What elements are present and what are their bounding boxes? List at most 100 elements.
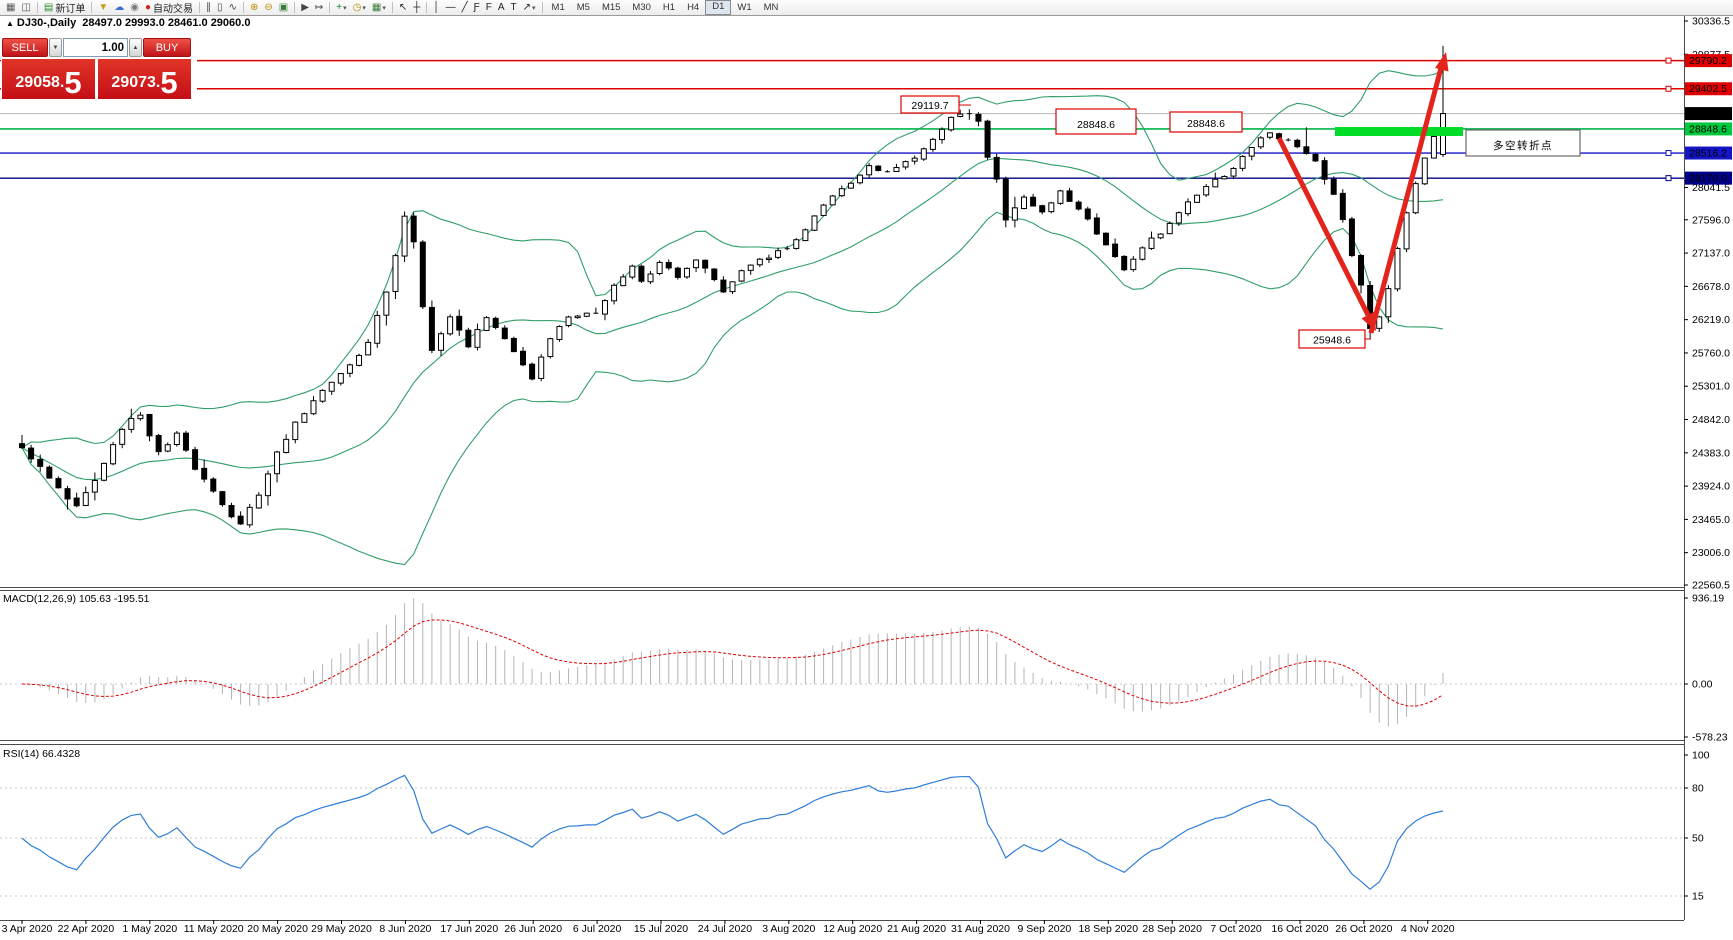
auto-scroll-icon[interactable]: ▶ xyxy=(298,1,312,14)
resistance-price-label-small-box[interactable] xyxy=(1169,111,1243,133)
template-icon[interactable]: ▦ ▾ xyxy=(369,1,389,14)
candle-body xyxy=(1394,247,1401,290)
autotrade-button[interactable]: ● 自动交易 xyxy=(142,1,196,15)
candlestick-chart-icon[interactable]: ▯ xyxy=(214,1,226,14)
volume-input[interactable] xyxy=(63,38,128,57)
candle-body xyxy=(1257,137,1264,148)
rsi-axis-label: 50 xyxy=(1692,833,1704,845)
period-icon[interactable]: ◷ ▾ xyxy=(350,1,369,14)
candle-body xyxy=(811,215,818,231)
sep-high-price-label-box[interactable] xyxy=(900,95,960,114)
timeframe-h1[interactable]: H1 xyxy=(662,2,676,13)
bar-chart-icon[interactable]: ∥ xyxy=(203,1,214,14)
symbol-period-label: DJ30-,Daily xyxy=(16,17,77,29)
price-axis-label: 23924.0 xyxy=(1692,481,1730,493)
new-chart-icon[interactable]: ▦ xyxy=(3,1,18,14)
green-highlight-bar[interactable] xyxy=(1335,127,1463,136)
time-axis-label: 1 May 2020 xyxy=(122,923,177,935)
candle-body xyxy=(1194,194,1201,203)
candle-body xyxy=(401,215,408,257)
candle-body xyxy=(1412,183,1419,214)
candle-body xyxy=(1066,190,1073,202)
sell-button[interactable]: SELL xyxy=(2,38,48,57)
macd-pane[interactable] xyxy=(21,598,1444,727)
volume-increase-button[interactable]: ▲ xyxy=(129,38,142,57)
time-axis-label: 8 Jun 2020 xyxy=(379,923,431,935)
timeframe-m15[interactable]: M15 xyxy=(601,2,621,13)
candle-body xyxy=(1339,192,1346,221)
chart-shift-icon[interactable]: ↦ xyxy=(312,1,326,14)
candle-body xyxy=(929,138,936,150)
time-axis-label: 20 May 2020 xyxy=(247,923,308,935)
timeframe-m1[interactable]: M1 xyxy=(551,2,565,13)
rsi-axis-label: 80 xyxy=(1692,783,1704,795)
sell-price-button[interactable]: 29058. 5 xyxy=(2,59,95,99)
chart-preview-icon[interactable]: ◫ xyxy=(18,1,33,14)
candle-body xyxy=(1102,232,1109,246)
timeframe-d1[interactable]: D1 xyxy=(705,0,732,15)
candle-body xyxy=(857,174,864,184)
timeframe-h4[interactable]: H4 xyxy=(687,2,700,13)
new-order-button[interactable]: ▤ 新订单 xyxy=(41,1,88,15)
line-handle[interactable] xyxy=(1665,57,1672,64)
text-label-icon[interactable]: T xyxy=(508,1,520,14)
line-handle[interactable] xyxy=(1665,175,1672,182)
buy-price-button[interactable]: 29073. 5 xyxy=(98,59,191,99)
candle-body xyxy=(310,400,317,415)
turning-point-box[interactable] xyxy=(1465,129,1581,157)
time-axis-label: 11 May 2020 xyxy=(184,923,244,935)
signal-icon[interactable]: ◉ xyxy=(127,1,142,14)
candle-body xyxy=(1139,247,1146,260)
sell-price-dot: . xyxy=(59,74,65,91)
candle-body xyxy=(447,316,454,335)
add-indicator-icon[interactable]: + ▾ xyxy=(333,1,349,14)
cursor-icon[interactable]: ↖ xyxy=(396,1,410,14)
horizontal-line-icon[interactable]: — xyxy=(443,1,459,14)
channel-icon[interactable]: F xyxy=(483,1,495,14)
timeframe-m30[interactable]: M30 xyxy=(632,2,651,13)
line-handle[interactable] xyxy=(1665,85,1672,92)
indicator-funnel-icon[interactable]: ▼ xyxy=(95,1,111,14)
vertical-line-icon[interactable]: │ xyxy=(430,1,442,14)
macd-axis-label: 936.19 xyxy=(1692,593,1724,605)
volume-decrease-button[interactable]: ▼ xyxy=(49,38,62,57)
candle-body xyxy=(301,413,308,423)
buy-price-main: 29073 xyxy=(111,74,156,91)
down-trend-arrow[interactable] xyxy=(1276,136,1371,317)
fibonacci-icon[interactable]: Ƒ xyxy=(471,1,483,14)
up-trend-arrow[interactable] xyxy=(1368,67,1444,334)
crosshair-icon[interactable]: ┼ xyxy=(410,1,423,14)
candle-body xyxy=(829,195,836,206)
candle-body xyxy=(137,414,144,420)
new-order-icon: ▤ xyxy=(43,2,54,13)
candle-body xyxy=(1266,132,1273,138)
resistance-price-label-large-box[interactable] xyxy=(1055,108,1137,135)
text-icon[interactable]: A xyxy=(495,1,508,14)
candle-body xyxy=(565,316,572,327)
candle-body xyxy=(1312,153,1319,162)
trendline-icon[interactable]: ╱ xyxy=(459,1,471,14)
candle-body xyxy=(328,381,335,392)
main-price-pane[interactable] xyxy=(0,45,1684,566)
zoom-in-icon[interactable]: ⊕ xyxy=(247,1,261,14)
candle-body xyxy=(428,306,435,351)
candle-body xyxy=(765,257,772,261)
timeframe-mn[interactable]: MN xyxy=(763,2,779,13)
tile-windows-icon[interactable]: ▣ xyxy=(276,1,291,14)
timeframe-m5[interactable]: M5 xyxy=(576,2,590,13)
zoom-out-icon[interactable]: ⊖ xyxy=(261,1,275,14)
line-chart-icon[interactable]: ∿ xyxy=(226,1,240,14)
candle-body xyxy=(838,188,845,197)
market-depth-icon[interactable]: ☁ xyxy=(111,1,127,14)
arrows-icon[interactable]: ↗ ▾ xyxy=(520,1,539,14)
candle-body xyxy=(1376,316,1383,329)
rsi-pane[interactable] xyxy=(21,774,1444,890)
collapse-chart-icon[interactable]: ▲ xyxy=(6,19,14,28)
toolbar-separator xyxy=(242,2,244,13)
buy-button[interactable]: BUY xyxy=(143,38,191,57)
oct-low-price-label-box[interactable] xyxy=(1298,329,1366,349)
line-handle[interactable] xyxy=(1665,150,1672,157)
candle-body xyxy=(110,444,117,465)
timeframe-w1[interactable]: W1 xyxy=(737,2,752,13)
